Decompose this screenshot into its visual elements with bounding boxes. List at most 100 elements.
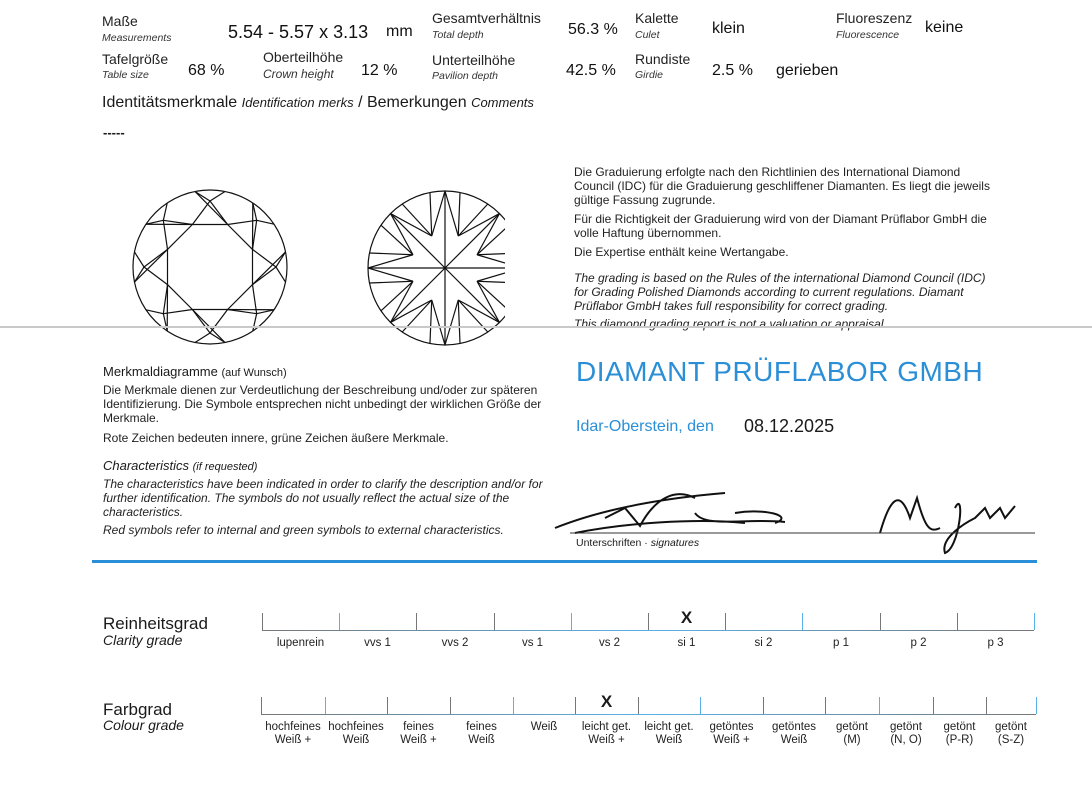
diamond-diagrams <box>132 189 505 346</box>
comments-heading-de: Identitätsmerkmale <box>102 94 238 111</box>
colour-grade-line: Weiß + <box>713 734 750 746</box>
clarity-tick <box>571 613 572 630</box>
crown-height-value: 12 % <box>361 62 398 79</box>
colour-grade-line: Weiß <box>530 721 558 733</box>
colour-tick <box>933 697 934 714</box>
girdle-sub: Girdie <box>635 69 664 81</box>
colour-tick <box>638 697 639 714</box>
colour-grade-line: Weiß <box>655 734 683 746</box>
legal-p2: Für die Richtigkeit der Graduierung wird… <box>574 212 987 240</box>
signatures-label: Unterschriften · signatures <box>576 537 699 549</box>
crown-diagram <box>132 189 288 345</box>
fold-line <box>0 326 1092 328</box>
comments-heading: Identitätsmerkmale Identification merks … <box>102 94 534 112</box>
characteristics-title-de-note: (auf Wunsch) <box>221 367 287 379</box>
legal-p5: This diamond grading report is not a val… <box>574 317 887 331</box>
colour-grade-line: Weiß + <box>588 734 625 746</box>
fluorescence-label: Fluoreszenz <box>836 10 913 26</box>
colour-grade-line: (P-R) <box>945 734 974 746</box>
clarity-grade-5: si 1 <box>677 637 696 649</box>
colour-grade-1: hochfeines Weiß <box>321 721 391 747</box>
comments-heading2-en: Comments <box>471 95 534 110</box>
colour-grade-line: (M) <box>843 734 861 746</box>
total-depth-label: Gesamtverhältnis <box>432 10 541 26</box>
colour-tick <box>450 697 451 714</box>
colour-tick <box>575 697 576 714</box>
clarity-grade-4: vs 2 <box>598 637 621 649</box>
clarity-tick <box>262 613 263 630</box>
pavilion-diagram <box>367 190 505 346</box>
total-depth-value: 56.3 % <box>568 21 618 38</box>
clarity-label-de: Reinheitsgrad <box>103 614 208 633</box>
colour-grade-line: leicht get. <box>581 721 632 733</box>
colour-grade-line: (S-Z) <box>997 734 1025 746</box>
pavilion-depth-sub: Pavilion depth <box>432 70 498 82</box>
measurements-unit: mm <box>386 23 413 40</box>
colour-grade-line: Weiß + <box>274 734 312 746</box>
clarity-grade-3: vs 1 <box>521 637 544 649</box>
characteristics-text-en2: Red symbols refer to internal and green … <box>103 523 504 537</box>
colour-grade-4: Weiß <box>509 721 579 734</box>
colour-grade-5: leicht get. Weiß + <box>571 721 642 747</box>
pavilion-depth-value: 42.5 % <box>566 62 616 79</box>
culet-label: Kalette <box>635 10 679 26</box>
clarity-tick <box>1034 613 1035 630</box>
clarity-tick <box>725 613 726 630</box>
clarity-grade-8: p 2 <box>910 637 927 649</box>
comments-sep: / <box>358 94 363 111</box>
colour-grade-10: getönt (N, O) <box>875 721 937 747</box>
clarity-tick <box>648 613 649 630</box>
girdle-extra: gerieben <box>776 62 839 79</box>
clarity-label-en: Clarity grade <box>103 632 183 648</box>
signatures-label-en: signatures <box>650 537 700 549</box>
clarity-tick <box>339 613 340 630</box>
colour-grade-line: feines <box>403 721 434 733</box>
colour-grade-line: Weiß + <box>400 734 437 746</box>
colour-tick <box>387 697 388 714</box>
legal-p3: Die Expertise enthält keine Wertangabe. <box>574 245 789 259</box>
colour-tick <box>1036 697 1037 714</box>
colour-grade-line: Weiß <box>780 734 808 746</box>
colour-selected-marker: X <box>600 692 613 711</box>
characteristics-text-de: Die Merkmale dienen zur Verdeutlichung d… <box>103 383 542 425</box>
characteristics-title-en: Characteristics (if requested) <box>103 458 257 473</box>
measurements-sub: Measurements <box>102 32 172 44</box>
comments-heading-en: Identification merks <box>241 95 354 110</box>
girdle-value: 2.5 % <box>712 62 753 79</box>
characteristics-text-de2: Rote Zeichen bedeuten innere, grüne Zeic… <box>103 431 449 445</box>
colour-grade-6: leicht get. Weiß <box>634 721 704 747</box>
colour-grade-line: hochfeines <box>328 721 384 733</box>
colour-grade-3: feines Weiß <box>446 721 517 747</box>
clarity-tick <box>880 613 881 630</box>
comments-value: ----- <box>103 125 125 140</box>
crown-height-label: Oberteilhöhe <box>263 49 344 65</box>
colour-tick <box>986 697 987 714</box>
lab-name: Diamant PrüfLabor GmbH <box>576 356 984 387</box>
legal-p1: Die Graduierung erfolgte nach den Richtl… <box>574 165 990 207</box>
colour-grade-0: hochfeines Weiß + <box>257 721 329 747</box>
characteristics-title-de: Merkmaldiagramme (auf Wunsch) <box>103 364 287 379</box>
colour-label-en: Colour grade <box>103 717 184 733</box>
clarity-grade-2: vvs 2 <box>441 637 469 649</box>
colour-grade-line: getönt <box>890 721 922 733</box>
clarity-grade-9: p 3 <box>987 637 1004 649</box>
colour-tick <box>700 697 701 714</box>
colour-grade-line: feines <box>466 721 497 733</box>
table-size-label: Tafelgröße <box>102 51 169 67</box>
measurements-label: Maße <box>102 13 138 29</box>
crown-height-sub: Crown height <box>263 67 334 81</box>
colour-grade-9: getönt (M) <box>821 721 883 747</box>
fluorescence-value: keine <box>925 19 964 36</box>
colour-grade-line: getönt <box>943 721 976 733</box>
colour-grade-7: getöntes Weiß + <box>696 721 767 747</box>
clarity-tick <box>494 613 495 630</box>
colour-grade-11: getönt (P-R) <box>929 721 990 747</box>
clarity-grade-0: lupenrein <box>276 637 325 649</box>
clarity-tick <box>957 613 958 630</box>
colour-label-de: Farbgrad <box>103 700 172 719</box>
characteristics-title-de-text: Merkmaldiagramme <box>103 364 218 379</box>
legal-p4: The grading is based on the Rules of the… <box>574 271 986 313</box>
colour-grade-line: Weiß <box>342 734 370 746</box>
clarity-grade-7: p 1 <box>833 637 849 649</box>
pavilion-depth-label: Unterteilhöhe <box>432 52 516 68</box>
